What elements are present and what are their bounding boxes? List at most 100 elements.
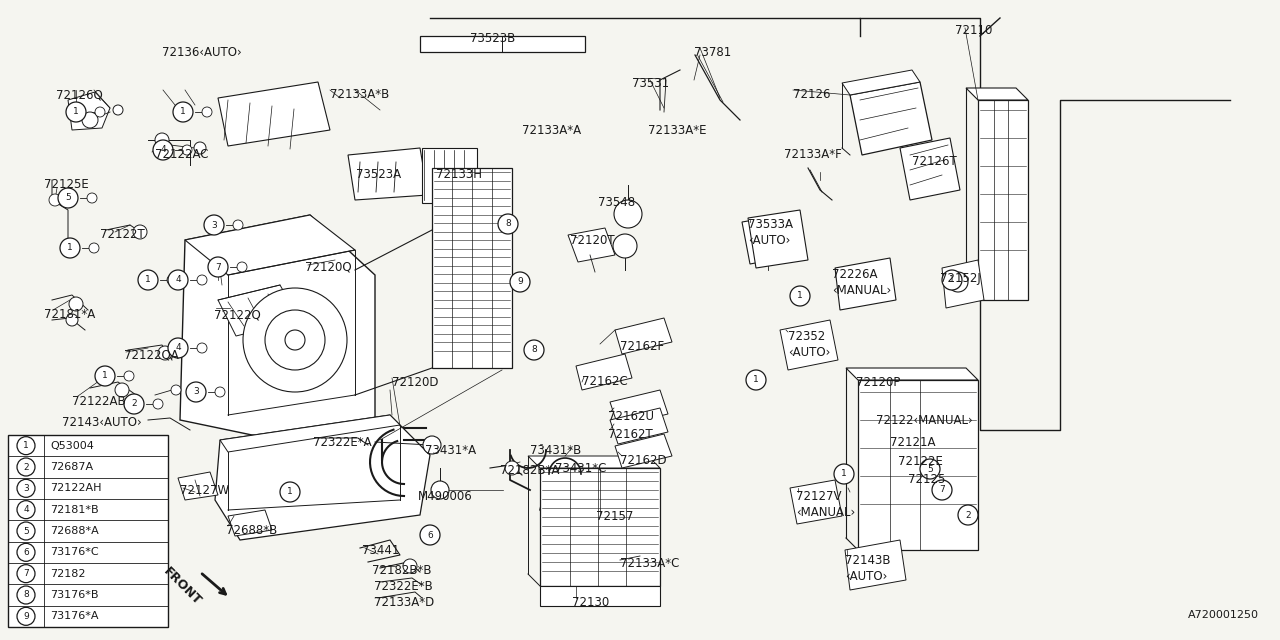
Text: 72143‹AUTO›: 72143‹AUTO›: [61, 416, 142, 429]
Text: 2: 2: [131, 399, 137, 408]
Text: 72122Q: 72122Q: [214, 308, 261, 321]
Circle shape: [197, 275, 207, 285]
Text: 73176*A: 73176*A: [50, 611, 99, 621]
Text: 73431*A: 73431*A: [425, 444, 476, 457]
Text: 72122T: 72122T: [100, 228, 145, 241]
Circle shape: [204, 215, 224, 235]
Circle shape: [265, 310, 325, 370]
Polygon shape: [215, 415, 430, 540]
Polygon shape: [835, 258, 896, 310]
Circle shape: [948, 272, 968, 292]
Circle shape: [237, 262, 247, 272]
Polygon shape: [790, 480, 842, 524]
Text: 4: 4: [23, 505, 29, 514]
Circle shape: [509, 272, 530, 292]
Text: 3: 3: [193, 387, 198, 397]
Circle shape: [17, 586, 35, 604]
Bar: [858, 380, 978, 550]
Polygon shape: [568, 228, 614, 262]
Text: 8: 8: [531, 346, 536, 355]
Circle shape: [403, 559, 417, 573]
Circle shape: [613, 234, 637, 258]
Circle shape: [932, 480, 952, 500]
Text: 72110: 72110: [955, 24, 992, 37]
Polygon shape: [942, 260, 984, 308]
Circle shape: [17, 564, 35, 582]
Polygon shape: [846, 368, 978, 380]
Text: 9: 9: [517, 278, 522, 287]
Text: 72122E: 72122E: [899, 455, 943, 468]
Circle shape: [173, 102, 193, 122]
Text: 73431*C: 73431*C: [556, 462, 607, 475]
Circle shape: [186, 382, 206, 402]
Text: 5: 5: [23, 527, 29, 536]
Polygon shape: [576, 354, 632, 390]
Circle shape: [168, 338, 188, 358]
Circle shape: [17, 522, 35, 540]
Text: 8: 8: [23, 591, 29, 600]
Polygon shape: [742, 214, 797, 264]
Circle shape: [506, 461, 518, 475]
Circle shape: [124, 394, 143, 414]
Text: 73441: 73441: [362, 544, 399, 557]
Polygon shape: [611, 408, 668, 444]
Circle shape: [17, 436, 35, 454]
Text: A720001250: A720001250: [1188, 610, 1260, 620]
Circle shape: [90, 243, 99, 253]
Circle shape: [168, 270, 188, 290]
Text: 73533A: 73533A: [748, 218, 794, 231]
Text: 3: 3: [23, 484, 29, 493]
Text: 1: 1: [23, 441, 29, 450]
Text: 72226A: 72226A: [832, 268, 878, 281]
Bar: [8, 435, 168, 627]
Text: 1: 1: [180, 108, 186, 116]
Text: 1: 1: [287, 488, 293, 497]
Text: 1: 1: [841, 470, 847, 479]
Text: 7: 7: [940, 486, 945, 495]
Text: 72162F: 72162F: [620, 340, 664, 353]
Text: 72122‹MANUAL›: 72122‹MANUAL›: [876, 414, 973, 427]
Circle shape: [172, 385, 180, 395]
Polygon shape: [614, 434, 672, 468]
Text: 6: 6: [23, 548, 29, 557]
Circle shape: [498, 214, 518, 234]
Text: 72322E*B: 72322E*B: [374, 580, 433, 593]
Bar: [540, 586, 660, 606]
Text: ‹AUTO›: ‹AUTO›: [748, 234, 790, 247]
Polygon shape: [845, 540, 906, 590]
Polygon shape: [748, 210, 808, 268]
Circle shape: [49, 194, 61, 206]
Circle shape: [87, 193, 97, 203]
Circle shape: [195, 142, 206, 154]
Text: 72182B*B: 72182B*B: [372, 564, 431, 577]
Circle shape: [835, 464, 854, 484]
Circle shape: [17, 543, 35, 561]
Text: 72162T: 72162T: [608, 428, 653, 441]
Polygon shape: [529, 456, 660, 468]
Text: 72133A*B: 72133A*B: [330, 88, 389, 101]
Text: 72126T: 72126T: [911, 155, 956, 168]
Polygon shape: [614, 318, 672, 354]
Text: 5: 5: [927, 465, 933, 474]
Text: 72162D: 72162D: [620, 454, 667, 467]
Text: 72181*B: 72181*B: [50, 505, 99, 515]
Circle shape: [82, 112, 99, 128]
Bar: [540, 468, 660, 586]
Text: 72127W: 72127W: [180, 484, 229, 497]
Bar: [420, 36, 585, 52]
Circle shape: [422, 436, 442, 454]
Text: 72133A*A: 72133A*A: [522, 124, 581, 137]
Polygon shape: [218, 82, 330, 146]
Text: 72121A: 72121A: [890, 436, 936, 449]
Text: 72136‹AUTO›: 72136‹AUTO›: [163, 46, 242, 59]
Text: 4: 4: [175, 275, 180, 285]
Text: 7: 7: [23, 569, 29, 578]
Circle shape: [233, 220, 243, 230]
Polygon shape: [611, 390, 668, 426]
Bar: [422, 148, 477, 203]
Text: 72181*A: 72181*A: [44, 308, 95, 321]
Text: 73781: 73781: [694, 46, 731, 59]
Circle shape: [215, 387, 225, 397]
Circle shape: [155, 133, 169, 147]
Text: 1: 1: [102, 371, 108, 381]
